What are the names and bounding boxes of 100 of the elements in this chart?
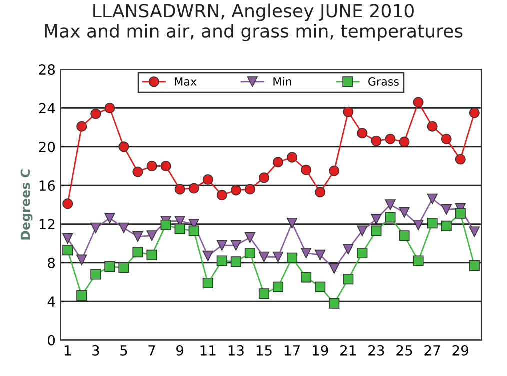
y-tick-label: 16 bbox=[40, 180, 56, 192]
point bbox=[413, 97, 424, 108]
y-tick-label: 28 bbox=[39, 64, 56, 76]
point bbox=[455, 208, 466, 219]
point bbox=[174, 184, 186, 195]
x-tick-label: 17 bbox=[284, 346, 300, 356]
point bbox=[399, 207, 410, 218]
point bbox=[287, 218, 298, 229]
point bbox=[427, 218, 438, 229]
point bbox=[216, 240, 228, 251]
point bbox=[76, 254, 88, 266]
point bbox=[371, 214, 382, 225]
x-tick-label: 27 bbox=[424, 345, 440, 356]
point bbox=[146, 160, 158, 172]
point bbox=[118, 262, 130, 274]
y-tick-label: 20 bbox=[39, 142, 56, 152]
x-tick-label: 7 bbox=[148, 346, 156, 356]
point bbox=[118, 222, 130, 234]
y-tick-label: 12 bbox=[40, 219, 55, 230]
point bbox=[357, 248, 368, 259]
point bbox=[258, 288, 270, 300]
point bbox=[371, 136, 382, 146]
point bbox=[315, 187, 326, 198]
point bbox=[104, 213, 116, 224]
point bbox=[174, 224, 186, 234]
point bbox=[329, 263, 340, 274]
point bbox=[385, 200, 396, 210]
point bbox=[272, 282, 284, 292]
point bbox=[287, 152, 298, 163]
point bbox=[132, 232, 144, 242]
point bbox=[160, 220, 172, 231]
point bbox=[132, 166, 144, 178]
point bbox=[301, 248, 312, 259]
point bbox=[244, 232, 256, 244]
point bbox=[62, 233, 74, 244]
point bbox=[146, 250, 158, 260]
point bbox=[216, 190, 228, 201]
point bbox=[202, 278, 214, 289]
point bbox=[104, 102, 116, 114]
x-tick-label: 1 bbox=[64, 346, 71, 356]
point bbox=[62, 245, 74, 256]
point bbox=[258, 172, 270, 184]
point bbox=[258, 252, 270, 262]
x-tick-label: 13 bbox=[228, 345, 244, 356]
point bbox=[385, 134, 396, 144]
point bbox=[413, 256, 424, 266]
point bbox=[104, 262, 116, 272]
point bbox=[329, 298, 340, 309]
point bbox=[413, 220, 424, 231]
point bbox=[76, 121, 88, 132]
x-tick-label: 15 bbox=[256, 346, 272, 356]
x-tick-label: 21 bbox=[340, 345, 356, 356]
point bbox=[329, 166, 340, 176]
x-tick-label: 19 bbox=[313, 345, 328, 356]
point bbox=[132, 247, 144, 258]
x-tick-label: 25 bbox=[396, 345, 412, 356]
point bbox=[202, 250, 214, 262]
point bbox=[371, 226, 382, 236]
point bbox=[188, 183, 200, 194]
x-tick-label: 3 bbox=[92, 345, 100, 356]
point bbox=[230, 185, 242, 196]
x-tick-label: 29 bbox=[452, 345, 468, 356]
x-tick-label: 11 bbox=[200, 346, 216, 356]
point bbox=[244, 184, 256, 195]
point bbox=[427, 121, 438, 132]
y-tick-label: 24 bbox=[39, 103, 56, 114]
point bbox=[469, 108, 480, 118]
point bbox=[315, 250, 326, 260]
point bbox=[315, 282, 326, 292]
point bbox=[230, 256, 242, 268]
x-tick-label: 23 bbox=[368, 345, 384, 356]
point bbox=[455, 154, 466, 165]
point bbox=[469, 226, 480, 238]
y-axis-title: Degrees C bbox=[20, 170, 33, 240]
point bbox=[399, 136, 410, 148]
y-tick-label: 8 bbox=[48, 258, 56, 268]
point bbox=[90, 222, 102, 234]
point bbox=[343, 244, 354, 255]
legend-label: Min bbox=[274, 77, 292, 86]
point bbox=[272, 252, 284, 262]
point bbox=[160, 160, 172, 172]
point bbox=[62, 198, 74, 210]
point bbox=[76, 290, 88, 302]
legend-label: Max bbox=[175, 78, 197, 86]
point bbox=[301, 272, 312, 283]
point bbox=[146, 230, 158, 242]
point bbox=[244, 248, 256, 259]
legend-label: Grass bbox=[368, 78, 399, 86]
point bbox=[301, 164, 312, 176]
point bbox=[343, 106, 354, 118]
point bbox=[202, 174, 214, 186]
y-tick-label: 0 bbox=[48, 335, 56, 346]
point bbox=[441, 204, 452, 216]
point bbox=[385, 212, 396, 223]
chart-title: LLANSADWRN, Anglesey JUNE 2010 Max and min air, and grass min, temperatures bbox=[45, 4, 463, 42]
point bbox=[287, 252, 298, 264]
point bbox=[441, 220, 452, 232]
point bbox=[118, 142, 130, 152]
point bbox=[427, 194, 438, 204]
point bbox=[469, 260, 480, 272]
